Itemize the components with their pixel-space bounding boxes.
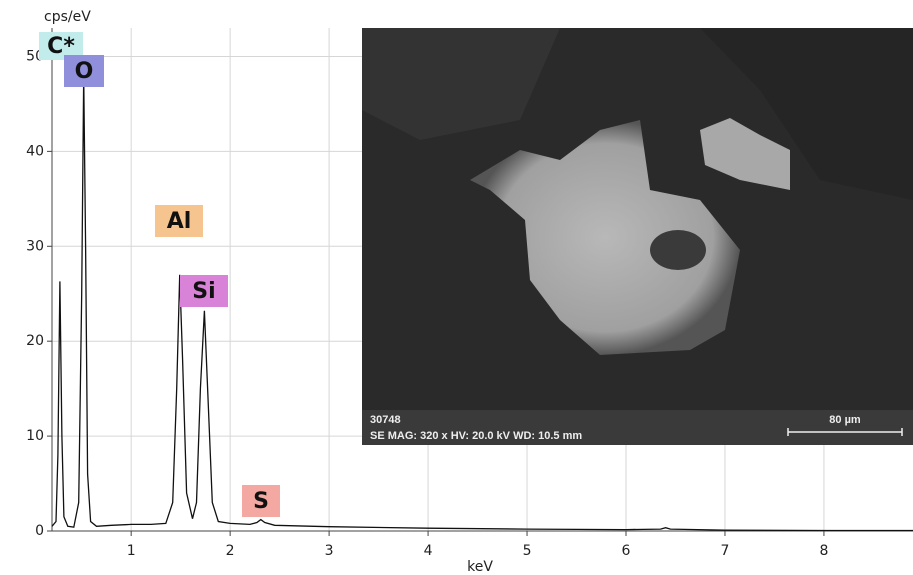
y-tick-label: 0 bbox=[35, 523, 44, 539]
sem-image: 30748 SE MAG: 320 x HV: 20.0 kV WD: 10.5… bbox=[362, 28, 913, 445]
x-tick-label: 4 bbox=[424, 543, 433, 559]
element-label: S bbox=[253, 489, 269, 514]
element-label: O bbox=[75, 59, 94, 84]
sem-hole bbox=[650, 230, 706, 270]
x-tick-label: 2 bbox=[226, 543, 235, 559]
sem-info: SE MAG: 320 x HV: 20.0 kV WD: 10.5 mm bbox=[370, 430, 582, 442]
x-tick-label: 1 bbox=[127, 543, 136, 559]
chart: 0102030405012345678 cps/eV keV 30748 SE … bbox=[0, 0, 913, 575]
y-tick-label: 20 bbox=[26, 333, 44, 349]
sem-sample-id: 30748 bbox=[370, 414, 401, 426]
y-tick-label: 30 bbox=[26, 238, 44, 254]
x-tick-label: 8 bbox=[819, 543, 828, 559]
x-tick-label: 5 bbox=[523, 543, 532, 559]
x-axis-label: keV bbox=[467, 559, 493, 575]
x-tick-label: 6 bbox=[622, 543, 631, 559]
element-label: Si bbox=[192, 279, 215, 304]
x-tick-label: 7 bbox=[721, 543, 730, 559]
x-tick-label: 3 bbox=[325, 543, 334, 559]
element-label: Al bbox=[167, 209, 192, 234]
y-tick-label: 10 bbox=[26, 428, 44, 444]
sem-scale-label: 80 µm bbox=[829, 414, 861, 426]
y-tick-label: 40 bbox=[26, 143, 44, 159]
y-axis-label: cps/eV bbox=[44, 9, 91, 25]
